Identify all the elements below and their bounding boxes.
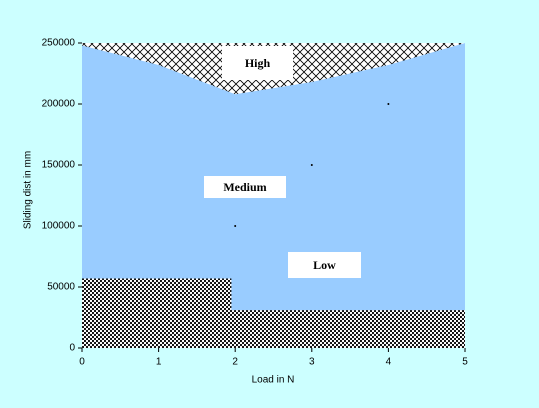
x-tick-label: 2 (232, 357, 238, 368)
x-axis-title: Load in N (252, 375, 295, 386)
x-tick-label: 4 (386, 357, 392, 368)
region-label: Medium (223, 180, 266, 194)
region-area (82, 278, 465, 348)
label-box (204, 176, 286, 198)
y-tick-label: 0 (69, 343, 75, 354)
data-point (310, 164, 313, 166)
y-axis-title: Sliding dist in mm (23, 151, 34, 229)
x-tick-label: 3 (309, 357, 315, 368)
y-tick-label: 150000 (42, 160, 76, 171)
y-tick-label: 50000 (47, 282, 75, 293)
data-point (387, 103, 390, 105)
label-box (222, 46, 293, 80)
x-tick-label: 5 (462, 357, 468, 368)
region-label: High (245, 56, 271, 70)
y-tick-label: 250000 (42, 38, 76, 49)
y-tick-label: 100000 (42, 221, 76, 232)
region-label: Low (313, 258, 336, 272)
x-tick-label: 1 (156, 357, 162, 368)
x-tick-label: 0 (79, 357, 85, 368)
y-tick-label: 200000 (42, 99, 76, 110)
label-box (288, 252, 361, 278)
data-point (234, 225, 237, 227)
